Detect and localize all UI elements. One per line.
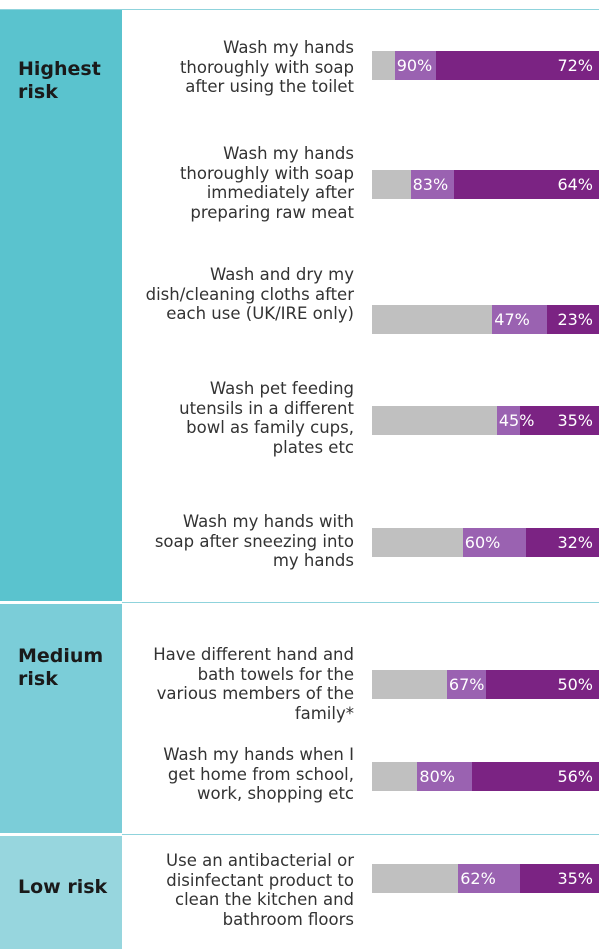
group-separator-line [122,834,599,835]
value-label-series-1: 80% [419,767,455,786]
behaviour-label: Have different hand and bath towels for … [153,645,354,723]
group-label: Medium risk [18,645,104,690]
value-label-series-2: 23% [557,310,593,329]
behaviour-label: Wash my hands when I get home from schoo… [163,745,354,803]
top-border-line [0,9,599,10]
value-label-series-2: 64% [557,175,593,194]
bar-series-2 [519,406,599,435]
value-label-series-1: 45% [498,411,535,430]
group-separator-line [122,602,599,603]
behaviour-label: Wash and dry my dish/cleaning cloths aft… [145,265,354,323]
value-label-series-2: 72% [557,56,593,75]
band-highest-risk [0,10,122,601]
value-label-series-2: 35% [557,869,593,888]
value-label-series-1: 83% [412,175,449,194]
bar-series-2 [435,51,599,80]
group-label: Highest risk [18,58,101,103]
bar-series-2 [485,670,599,699]
behaviour-label: Use an antibacterial or disinfectant pro… [166,851,354,929]
value-label-series-1: 60% [464,533,501,552]
bar-series-2 [471,762,599,791]
value-label-series-1: 67% [448,675,485,694]
behaviour-label: Wash my hands thoroughly with soap immed… [179,144,354,222]
group-label: Low risk [18,876,108,898]
value-label-series-2: 35% [557,411,593,430]
bar-series-2 [519,864,599,893]
value-label-series-2: 50% [557,675,593,694]
value-label-series-1: 47% [494,310,530,329]
behaviour-label: Wash pet feeding utensils in a different… [179,379,354,457]
value-label-series-2: 56% [557,767,593,786]
band-medium-risk [0,604,122,833]
behaviour-label: Wash my hands thoroughly with soap after… [179,38,354,96]
bar-series-2 [526,528,599,557]
band-low-risk [0,836,122,949]
bar-series-2 [453,170,599,199]
behaviour-label: Wash my hands with soap after sneezing i… [154,512,354,570]
bar-series-2 [546,305,599,334]
value-label-series-1: 62% [460,869,496,888]
value-label-series-2: 32% [557,533,593,552]
value-label-series-1: 90% [396,56,433,75]
